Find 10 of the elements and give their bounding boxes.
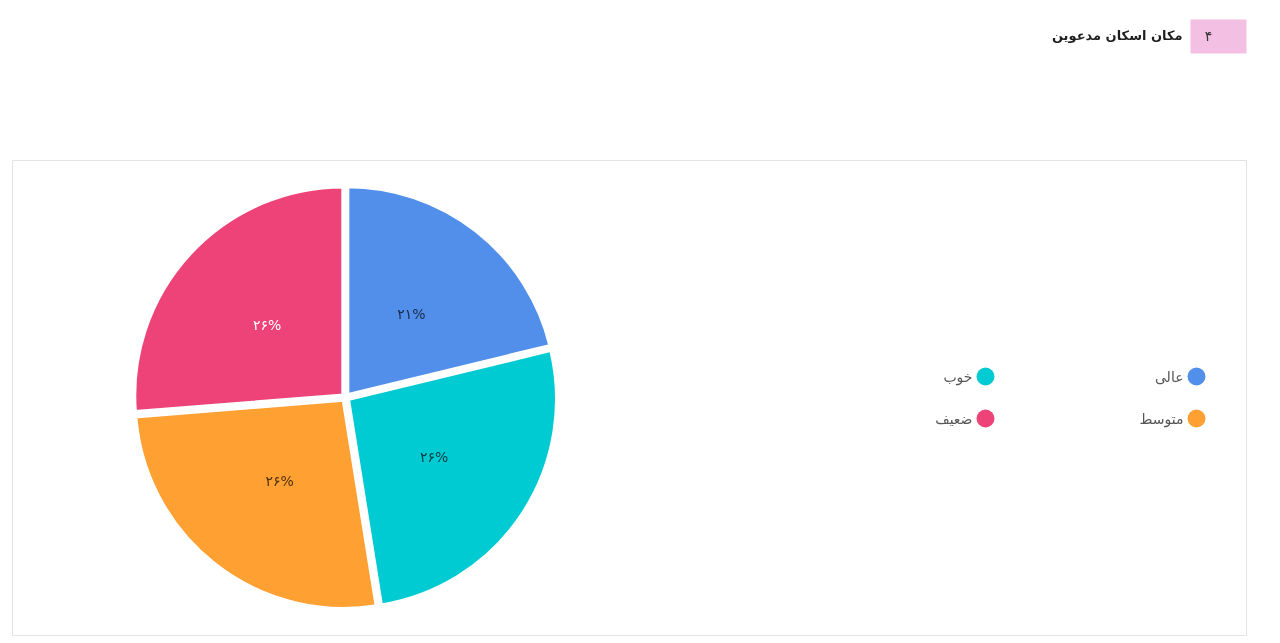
data-label: ۲۶% [253,317,282,334]
data-label: ۲۶% [265,473,294,490]
legend-label: خوب [943,368,973,386]
text: ۴ [1204,27,1213,44]
data-label: ۲۶% [420,448,449,465]
legend-label: ضعیف [935,410,973,427]
chart-title: مکان اسکان مدعوین [1051,28,1183,43]
data-label: ۲۱% [397,305,426,322]
legend-label: متوسط [1139,410,1184,428]
legend-label: عالی [1154,368,1184,385]
